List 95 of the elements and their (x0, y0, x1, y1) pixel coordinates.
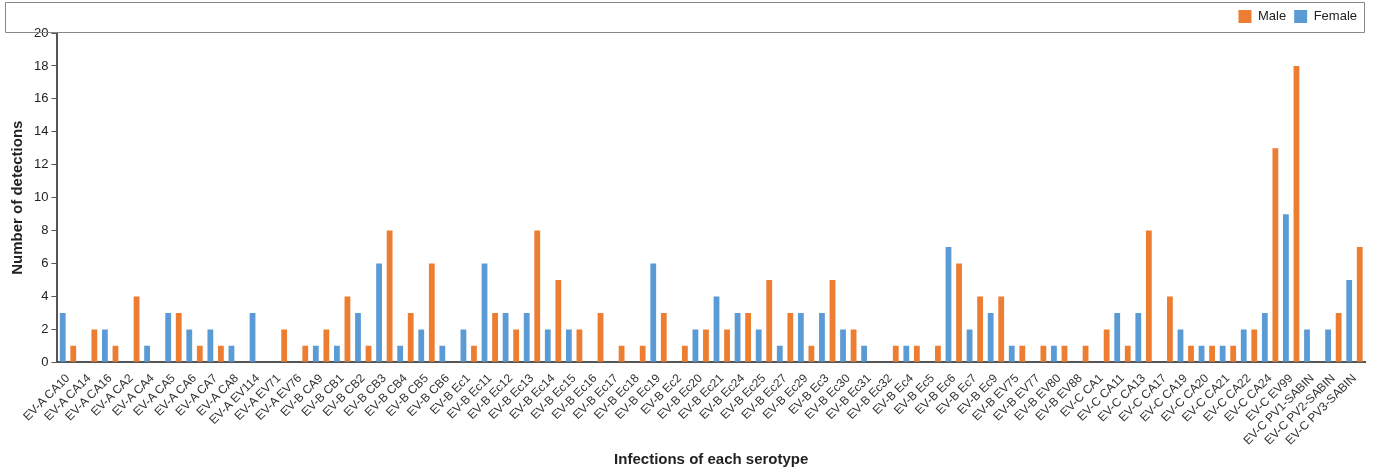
bar (1167, 296, 1173, 362)
bar (1114, 312, 1121, 362)
bar (1219, 345, 1226, 362)
bar (144, 345, 150, 362)
bar (987, 312, 994, 362)
bar (1325, 329, 1331, 362)
bar (1251, 329, 1258, 362)
bar (186, 329, 193, 362)
bar (1283, 214, 1289, 362)
bar (1019, 345, 1026, 362)
y-axis-title: Number of detections (8, 120, 26, 275)
bar (861, 345, 868, 362)
bar (840, 329, 846, 362)
y-tick-label: 0 (41, 353, 49, 369)
bar (323, 329, 330, 362)
bar (956, 263, 962, 362)
y-tick-label: 16 (33, 90, 49, 106)
bar (333, 345, 340, 362)
bar (397, 345, 404, 362)
bar (1124, 345, 1131, 362)
x-axis-title: Infections of each serotype (614, 450, 809, 468)
bar (439, 345, 446, 362)
bar (513, 329, 520, 362)
bar (892, 345, 899, 362)
bar (650, 263, 657, 362)
y-tick-label: 12 (33, 156, 49, 172)
bar (903, 345, 910, 362)
bar (70, 345, 77, 362)
bar (534, 230, 541, 362)
bar (1272, 148, 1279, 362)
bar (1346, 280, 1353, 362)
bar (1240, 329, 1247, 362)
bar (660, 312, 667, 362)
bar (471, 345, 477, 362)
bar (355, 312, 361, 362)
bar (565, 329, 572, 362)
bar (91, 329, 98, 362)
bar (1103, 329, 1110, 362)
bar (376, 263, 382, 362)
bar (1188, 345, 1194, 362)
bar (207, 329, 214, 362)
bar (745, 312, 752, 362)
bar (1356, 247, 1363, 362)
bar (1135, 312, 1142, 362)
bar (302, 345, 309, 362)
bar (407, 312, 414, 362)
y-tick-label: 10 (33, 189, 49, 205)
y-tick-label: 4 (41, 288, 49, 304)
y-tick-label: 6 (41, 255, 49, 271)
legend-label: Male (1257, 8, 1287, 24)
bar (555, 280, 562, 362)
bar (1145, 230, 1152, 362)
bar (776, 345, 783, 362)
bar (418, 329, 425, 362)
bar (639, 345, 646, 362)
y-tick-label: 18 (33, 57, 49, 73)
bar (797, 312, 804, 362)
bar (787, 312, 794, 362)
bar (281, 329, 288, 362)
bar (766, 280, 773, 362)
bar (755, 329, 762, 362)
bar (1051, 345, 1057, 362)
bar (913, 345, 920, 362)
bar (502, 312, 509, 362)
bar (1008, 345, 1015, 362)
bar (724, 329, 730, 362)
bar (935, 345, 941, 362)
bar (998, 296, 1005, 362)
bar (196, 345, 203, 362)
bar (1304, 329, 1310, 362)
legend-label: Female (1313, 8, 1358, 24)
bar (1261, 312, 1268, 362)
bar (681, 345, 688, 362)
bar (544, 329, 551, 362)
bar (977, 296, 984, 362)
y-tick-label: 14 (33, 123, 49, 139)
bar (1209, 345, 1215, 362)
bar (1040, 345, 1047, 362)
bar (618, 345, 625, 362)
bar (1335, 312, 1342, 362)
bar (59, 312, 66, 362)
bar (102, 329, 108, 362)
bar (312, 345, 319, 362)
bar (1230, 345, 1237, 362)
bar (492, 312, 498, 362)
bar (175, 312, 182, 362)
bar (218, 345, 224, 362)
bar (819, 312, 825, 362)
bar (165, 312, 172, 362)
bar (703, 329, 709, 362)
y-tick-label: 8 (41, 222, 49, 238)
bar (428, 263, 435, 362)
bar (523, 312, 530, 362)
bar (386, 230, 393, 362)
y-tick-label: 2 (41, 320, 49, 336)
